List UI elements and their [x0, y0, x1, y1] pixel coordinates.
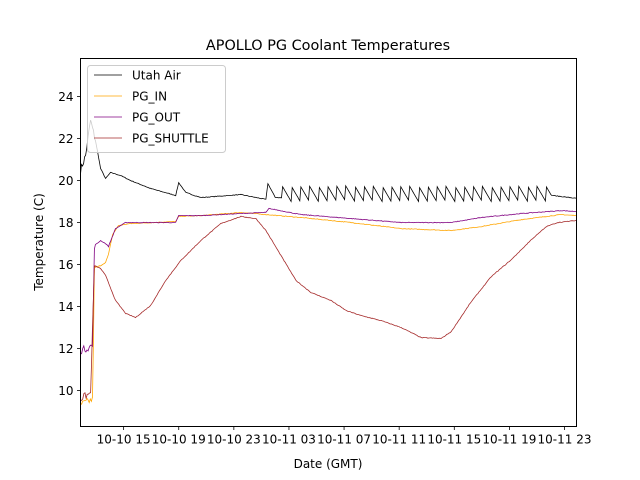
legend-label: PG_OUT	[132, 111, 181, 125]
y-tick-label: 18	[58, 216, 73, 230]
x-axis: 10-10 15 10-10 19 10-10 23 10-11 03 10-11 07…	[97, 426, 592, 447]
y-tick-label: 20	[58, 174, 73, 188]
y-tick-label: 10	[58, 384, 73, 398]
x-tick-label: 10-11 07	[317, 433, 371, 447]
x-tick-label: 10-11 19	[482, 433, 536, 447]
x-tick-label: 10-10 23	[207, 433, 261, 447]
series-line-pg-shuttle	[80, 215, 577, 402]
y-tick-label: 14	[58, 300, 73, 314]
x-tick-label: 10-11 03	[262, 433, 316, 447]
y-tick-label: 12	[58, 342, 73, 356]
y-tick-label: 16	[58, 258, 73, 272]
x-tick-label: 10-11 15	[427, 433, 481, 447]
x-tick-label: 10-10 15	[97, 433, 151, 447]
legend-box	[87, 65, 226, 153]
legend-label: PG_SHUTTLE	[132, 132, 209, 146]
y-axis-label: Temperature (C)	[32, 193, 46, 292]
series-layer	[80, 119, 577, 405]
x-tick-label: 10-10 19	[152, 433, 206, 447]
y-tick-label: 24	[58, 90, 73, 104]
x-tick-label: 10-11 11	[372, 433, 426, 447]
y-tick-label: 22	[58, 132, 73, 146]
y-axis: 10 12 14 16 18 20 22 24	[58, 90, 81, 398]
legend: Utah Air PG_IN PG_OUT PG_SHUTTLE	[87, 65, 226, 153]
series-line-pg-out	[80, 207, 577, 355]
legend-label: PG_IN	[132, 90, 167, 104]
series-line-utah-air	[80, 119, 577, 203]
chart-title: APOLLO PG Coolant Temperatures	[206, 38, 450, 54]
x-axis-label: Date (GMT)	[294, 457, 363, 471]
x-tick-label: 10-11 23	[538, 433, 592, 447]
legend-label: Utah Air	[132, 69, 181, 83]
plot-frame	[80, 58, 577, 427]
